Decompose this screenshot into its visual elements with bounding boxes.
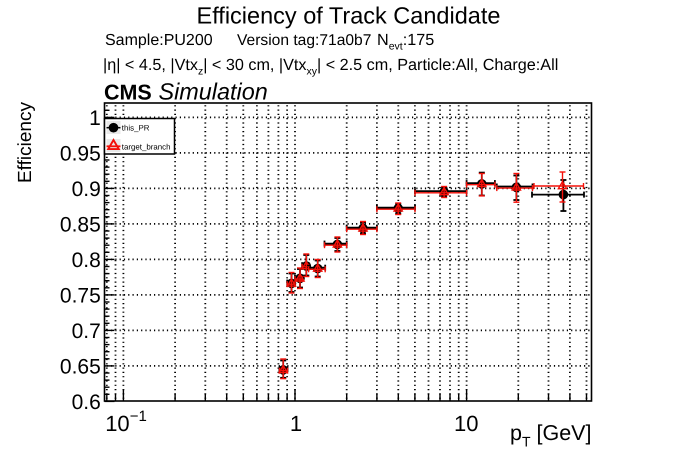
svg-text:0.95: 0.95 xyxy=(60,142,101,165)
svg-text:Version tag:71a0b7: Version tag:71a0b7 xyxy=(237,32,371,49)
svg-text:0.65: 0.65 xyxy=(60,355,101,378)
svg-text:Sample:PU200: Sample:PU200 xyxy=(105,32,213,49)
svg-text:0.6: 0.6 xyxy=(72,391,101,414)
svg-text:1: 1 xyxy=(89,107,101,130)
svg-text:0.85: 0.85 xyxy=(60,213,101,236)
svg-text:10: 10 xyxy=(105,411,129,436)
svg-text:0.8: 0.8 xyxy=(72,249,101,272)
svg-text:CMS: CMS xyxy=(104,81,152,105)
svg-text:Efficiency of Track Candidate: Efficiency of Track Candidate xyxy=(197,2,501,28)
svg-text:1: 1 xyxy=(290,411,302,436)
svg-text:Simulation: Simulation xyxy=(159,79,268,105)
svg-text:target_branch: target_branch xyxy=(122,142,171,151)
svg-text:Efficiency: Efficiency xyxy=(15,102,36,183)
svg-text:10: 10 xyxy=(454,411,478,436)
svg-text:0.75: 0.75 xyxy=(60,284,101,307)
svg-text:0.9: 0.9 xyxy=(72,178,101,201)
svg-text:0.7: 0.7 xyxy=(72,320,101,343)
svg-text:−1: −1 xyxy=(130,408,147,425)
svg-text:|η| < 4.5, |Vtxz| < 30 cm, |Vt: |η| < 4.5, |Vtxz| < 30 cm, |Vtxxy| < 2.5… xyxy=(103,56,558,78)
svg-text:this_PR: this_PR xyxy=(122,124,150,133)
